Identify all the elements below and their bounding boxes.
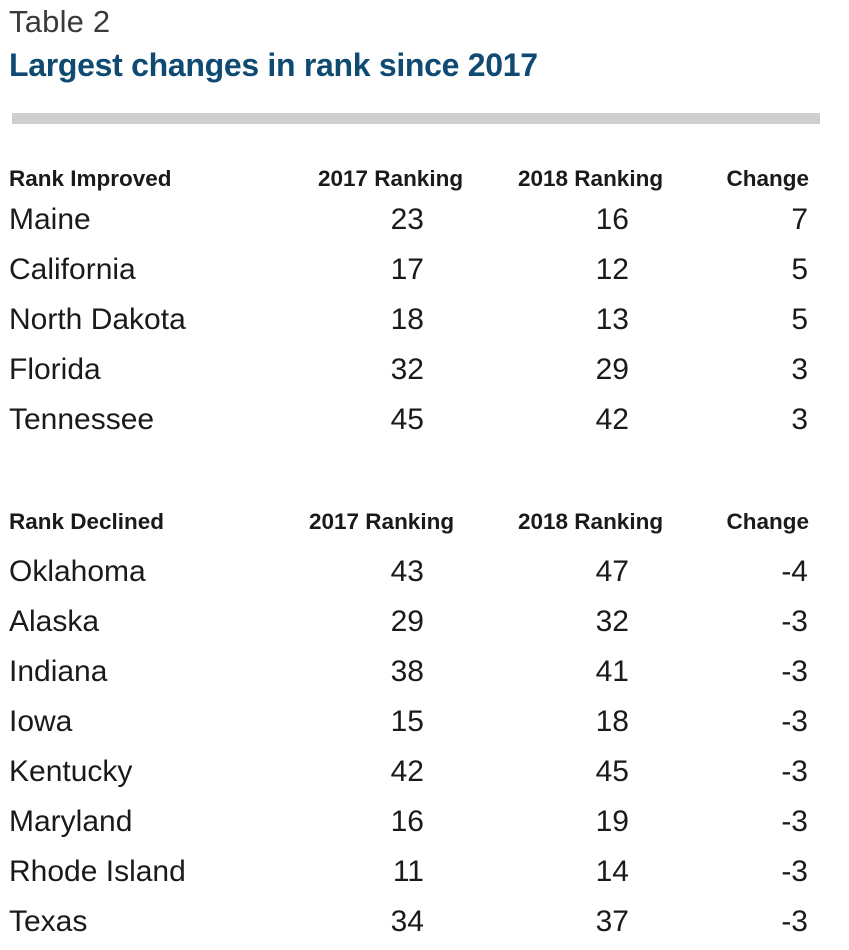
- ranking-2017: 32: [390, 353, 424, 386]
- rank-change: -4: [781, 555, 808, 588]
- ranking-2018: 41: [595, 655, 629, 688]
- table-row: Oklahoma 43 47 -4: [0, 550, 849, 600]
- ranking-2017: 15: [390, 705, 424, 738]
- state-name: Maine: [9, 203, 91, 236]
- declined-change-header: Change: [726, 509, 809, 534]
- ranking-2018: 29: [595, 353, 629, 386]
- state-name: Tennessee: [9, 403, 155, 436]
- improved-2018-header: 2018 Ranking: [518, 166, 664, 191]
- ranking-2018: 47: [595, 555, 629, 588]
- ranking-2017: 42: [390, 755, 424, 788]
- ranking-2017: 23: [390, 203, 424, 236]
- state-name: Florida: [9, 353, 101, 386]
- ranking-2017: 18: [390, 303, 424, 336]
- table-row: Tennessee 45 42 3: [0, 398, 849, 448]
- declined-2018-header: 2018 Ranking: [518, 509, 664, 534]
- improved-header-row: Rank Improved 2017 Ranking 2018 Ranking …: [0, 158, 849, 198]
- declined-category-header: Rank Declined: [9, 509, 165, 534]
- state-name: Iowa: [9, 705, 73, 738]
- ranking-2017: 11: [392, 855, 424, 888]
- rank-change: -3: [781, 605, 808, 638]
- declined-header-row: Rank Declined 2017 Ranking 2018 Ranking …: [0, 501, 849, 550]
- table-row: Kentucky 42 45 -3: [0, 750, 849, 800]
- table-row: Maine 23 16 7: [0, 198, 849, 248]
- ranking-2018: 12: [595, 253, 629, 286]
- rank-change: -3: [781, 705, 808, 738]
- state-name: Maryland: [9, 805, 133, 838]
- rank-change: 5: [791, 303, 808, 336]
- state-name: Texas: [9, 905, 88, 938]
- ranking-2018: 42: [595, 403, 629, 436]
- rank-change: -3: [781, 805, 808, 838]
- table-row: Indiana 38 41 -3: [0, 650, 849, 700]
- table-row: Iowa 15 18 -3: [0, 700, 849, 750]
- ranking-2018: 16: [595, 203, 629, 236]
- rank-change: 3: [791, 353, 808, 386]
- table-row: Rhode Island 11 14 -3: [0, 850, 849, 900]
- rank-change: -3: [781, 855, 808, 888]
- rank-change: -3: [781, 755, 808, 788]
- table-row: Florida 32 29 3: [0, 348, 849, 398]
- ranking-2017: 45: [390, 403, 424, 436]
- declined-2017-header: 2017 Ranking: [309, 509, 455, 534]
- rank-change: 5: [791, 253, 808, 286]
- state-name: Kentucky: [9, 755, 133, 788]
- ranking-2017: 43: [390, 555, 424, 588]
- ranking-2018: 13: [595, 303, 629, 336]
- ranking-2018: 45: [595, 755, 629, 788]
- state-name: Rhode Island: [9, 855, 186, 888]
- ranking-2018: 37: [595, 905, 629, 938]
- declined-rows: Oklahoma 43 47 -4 Alaska 29 32 -3 Indiana 38 41 -3 I…: [0, 550, 849, 950]
- improved-change-header: Change: [726, 166, 809, 191]
- state-name: Indiana: [9, 655, 108, 688]
- improved-rows: Maine 23 16 7 California 17 12 5 North Dakota 18 1…: [0, 198, 849, 448]
- rank-change: 7: [791, 203, 808, 236]
- table-row: Alaska 29 32 -3: [0, 600, 849, 650]
- rank-change: -3: [781, 905, 808, 938]
- ranking-2017: 38: [390, 655, 424, 688]
- ranking-2018: 14: [595, 855, 629, 888]
- table-title: Largest changes in rank since 2017: [9, 47, 538, 83]
- ranking-2017: 34: [390, 905, 424, 938]
- declined-section: Rank Declined 2017 Ranking 2018 Ranking …: [0, 501, 849, 950]
- table-label: Table 2: [9, 4, 111, 39]
- table-row: North Dakota 18 13 5: [0, 298, 849, 348]
- ranking-2018: 32: [595, 605, 629, 638]
- ranking-2017: 29: [390, 605, 424, 638]
- ranking-2018: 18: [595, 705, 629, 738]
- table-row: Texas 34 37 -3: [0, 900, 849, 950]
- table-row: Maryland 16 19 -3: [0, 800, 849, 850]
- state-name: North Dakota: [9, 303, 186, 336]
- improved-section: Rank Improved 2017 Ranking 2018 Ranking …: [0, 158, 849, 448]
- ranking-2018: 19: [595, 805, 629, 838]
- table-row: California 17 12 5: [0, 248, 849, 298]
- rank-change: -3: [781, 655, 808, 688]
- rank-change: 3: [791, 403, 808, 436]
- improved-category-header: Rank Improved: [9, 166, 172, 191]
- state-name: Alaska: [9, 605, 100, 638]
- state-name: Oklahoma: [9, 555, 146, 588]
- ranking-2017: 16: [390, 805, 424, 838]
- header-rule: [12, 113, 820, 124]
- improved-2017-header: 2017 Ranking: [318, 166, 464, 191]
- ranking-2017: 17: [390, 253, 424, 286]
- state-name: California: [9, 253, 136, 286]
